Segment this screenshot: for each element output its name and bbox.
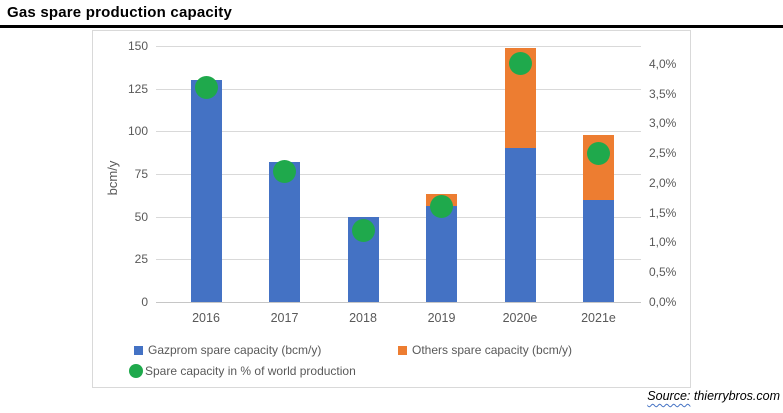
bar-segment-gazprom bbox=[583, 199, 614, 302]
legend-label: Others spare capacity (bcm/y) bbox=[412, 343, 573, 357]
legend-item: Others spare capacity (bcm/y) bbox=[398, 342, 572, 358]
bar-segment-gazprom bbox=[190, 80, 222, 302]
left-axis-tick-label: 75 bbox=[134, 167, 148, 181]
source-note: Source: thierrybros.com bbox=[647, 389, 780, 403]
left-axis-tick-label: 50 bbox=[134, 209, 148, 224]
left-axis-tick-label: 100 bbox=[127, 124, 148, 139]
bar-segment-gazprom bbox=[426, 206, 457, 302]
pct-of-world-production-dot bbox=[351, 219, 375, 243]
gridline bbox=[156, 174, 641, 175]
right-axis-tick-label: 4,0% bbox=[649, 56, 677, 71]
pct-of-world-production-dot bbox=[508, 52, 532, 76]
gridline bbox=[156, 259, 641, 261]
legend-square-swatch bbox=[134, 345, 143, 355]
source-site-text: thierrybros.com bbox=[690, 389, 780, 403]
left-axis-tick-label: 150 bbox=[127, 39, 148, 53]
left-axis-tick-label: 25 bbox=[134, 252, 148, 267]
x-axis-category-label: 2016 bbox=[192, 311, 220, 325]
left-axis-tick-label: 0 bbox=[141, 295, 148, 309]
legend-item: Gazprom spare capacity (bcm/y) bbox=[134, 342, 321, 358]
right-axis-tick-label: 3,0% bbox=[649, 116, 677, 131]
right-axis-tick-label: 0,0% bbox=[649, 295, 677, 309]
right-axis-tick-label: 2,0% bbox=[649, 175, 677, 190]
x-axis-category-label: 2020e bbox=[502, 311, 538, 325]
x-axis-line bbox=[156, 302, 641, 303]
legend-square-swatch bbox=[398, 345, 407, 355]
pct-of-world-production-dot bbox=[194, 76, 218, 100]
x-axis-category-label: 2018 bbox=[349, 311, 377, 325]
pct-of-world-production-dot bbox=[273, 159, 296, 183]
legend-label: Gazprom spare capacity (bcm/y) bbox=[148, 343, 322, 357]
bar-segment-gazprom bbox=[504, 148, 536, 302]
chart-frame: bcm/y 0 25 50 75 100 125 150 0,0% 0,5% 1,0% 1,5% 2,… bbox=[92, 30, 691, 388]
title-underline-rule bbox=[0, 25, 783, 28]
right-axis-tick-label: 0,5% bbox=[649, 265, 677, 280]
x-axis-category-label: 2017 bbox=[270, 311, 299, 325]
x-axis-category-label: 2019 bbox=[427, 311, 456, 325]
right-axis-tick-label: 3,5% bbox=[649, 86, 677, 101]
right-axis-tick-label: 1,5% bbox=[649, 205, 677, 220]
legend-label: Spare capacity in % of world production bbox=[145, 364, 356, 378]
x-axis-category-label: 2021e bbox=[581, 311, 616, 325]
gridline bbox=[156, 46, 641, 47]
chart-title: Gas spare production capacity bbox=[7, 4, 233, 21]
right-axis-tick-label: 2,5% bbox=[649, 146, 677, 161]
source-label: Source: bbox=[647, 389, 691, 403]
legend-circle-swatch bbox=[129, 364, 143, 378]
gridline bbox=[156, 216, 641, 218]
right-axis-tick-label: 1,0% bbox=[649, 235, 677, 250]
gridline bbox=[156, 131, 641, 133]
bar-segment-gazprom bbox=[269, 162, 300, 302]
left-axis-tick-label: 125 bbox=[127, 81, 148, 96]
pct-of-world-production-dot bbox=[587, 141, 610, 165]
gridline bbox=[156, 88, 641, 90]
pct-of-world-production-dot bbox=[430, 195, 453, 219]
legend-item: Spare capacity in % of world production bbox=[129, 363, 356, 379]
